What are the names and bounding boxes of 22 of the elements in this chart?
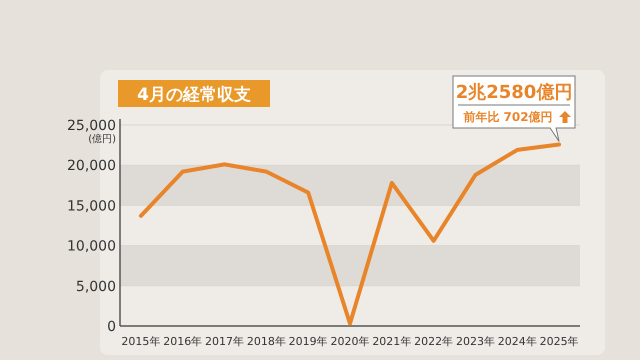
x-tick-label: 2022年 bbox=[414, 335, 454, 348]
x-tick-label: 2019年 bbox=[288, 335, 328, 348]
x-tick-label: 2017年 bbox=[205, 335, 244, 348]
y-tick-label: 25,000 bbox=[67, 118, 116, 134]
y-tick-label: 5,000 bbox=[76, 278, 116, 295]
x-tick-label: 2015年 bbox=[121, 335, 160, 348]
x-tick-label: 2018年 bbox=[246, 335, 286, 348]
x-tick-label: 2020年 bbox=[330, 335, 370, 348]
annotation: 2兆2580億円 bbox=[456, 82, 572, 103]
x-tick-label: 2021年 bbox=[372, 335, 412, 348]
y-tick-label: 0 bbox=[107, 319, 116, 335]
y-tick-label: 20,000 bbox=[67, 158, 116, 174]
y-tick-label: 10,000 bbox=[67, 238, 116, 255]
x-tick-label: 2024年 bbox=[498, 335, 537, 348]
text: 前年比 702億円 bbox=[462, 110, 553, 124]
line-series bbox=[138, 142, 562, 326]
y-axis-title: (億円) bbox=[88, 133, 116, 145]
x-tick-label: 2016年 bbox=[163, 335, 202, 348]
x-tick-label: 2023年 bbox=[456, 335, 495, 348]
x-tick-label: 2025年 bbox=[540, 335, 579, 348]
chart-title: 4月の経常収支 bbox=[137, 85, 251, 105]
y-tick-label: 15,000 bbox=[67, 198, 116, 214]
